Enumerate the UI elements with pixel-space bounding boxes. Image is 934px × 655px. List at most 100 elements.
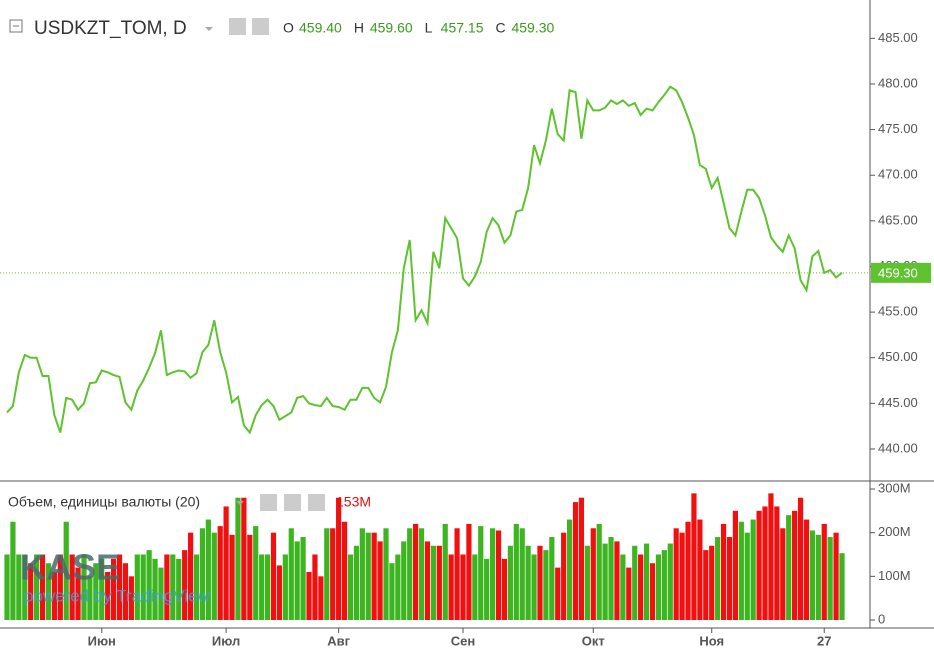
volume-bar (543, 550, 549, 621)
volume-bar (448, 554, 454, 621)
volume-bar (703, 550, 709, 621)
volume-bar (720, 523, 727, 621)
volume-bar (146, 550, 152, 621)
y-tick-label: 455.00 (878, 304, 918, 319)
volume-bar (697, 519, 703, 621)
volume-bar (774, 506, 780, 621)
volume-bar (330, 528, 336, 621)
volume-bar (105, 571, 111, 621)
y-tick-label: 475.00 (878, 121, 918, 136)
price-pane (0, 85, 870, 435)
volume-bar (614, 541, 620, 621)
x-tick-label: Сен (451, 633, 475, 648)
volume-bar (555, 567, 561, 621)
ohlc-key: O (283, 20, 294, 36)
volume-bar (649, 563, 656, 621)
volume-bar (608, 537, 614, 621)
dropdown-icon[interactable] (205, 27, 213, 31)
ohlc-value: 459.40 (299, 20, 342, 36)
ohlc-key: L (425, 20, 433, 36)
volume-bar (353, 545, 359, 621)
axes: 440.00445.00450.00455.00460.00465.00470.… (88, 30, 931, 648)
volume-bar (495, 530, 502, 621)
volume-bar (341, 521, 348, 621)
volume-bar (732, 510, 739, 621)
ohlc-key: H (354, 20, 364, 36)
volume-bar (667, 543, 673, 621)
volume-bar (691, 493, 697, 621)
volume-bar (359, 528, 365, 621)
x-tick-label: 27 (817, 633, 831, 648)
volume-bar (525, 545, 531, 621)
volume-tick-label: 200M (878, 524, 911, 539)
volume-tick-label: 0 (878, 611, 885, 626)
volume-bar (590, 528, 596, 621)
ohlc-value: 457.15 (441, 20, 484, 36)
volume-current: 153M (336, 494, 371, 510)
volume-bar (827, 537, 833, 621)
volume-bars (4, 493, 845, 621)
volume-bar (241, 497, 247, 621)
volume-bar (561, 532, 567, 621)
symbol-title: USDKZT_TOM, D (34, 18, 187, 39)
powered-by: powered by TradingView (24, 586, 211, 605)
volume-bar (28, 563, 34, 621)
volume-bar (513, 523, 519, 621)
volume-bar (401, 541, 407, 621)
volume-bar (478, 526, 484, 621)
volume-bar (93, 563, 99, 621)
volume-bar (454, 528, 460, 621)
settings-icon[interactable] (252, 18, 269, 35)
volume-bar (276, 565, 283, 621)
volume-bar (792, 510, 798, 621)
collapse-icon[interactable] (9, 19, 23, 33)
volume-bar (282, 554, 288, 621)
volume-bar (182, 550, 188, 621)
volume-bar (537, 545, 543, 621)
x-tick-label: Ноя (699, 633, 724, 648)
volume-bar (596, 523, 602, 621)
volume-bar (715, 537, 721, 621)
volume-bar (413, 523, 419, 621)
volume-bar (365, 532, 371, 621)
eye-icon[interactable] (229, 18, 246, 35)
y-tick-label: 450.00 (878, 349, 918, 364)
volume-bar (87, 576, 93, 621)
settings-icon[interactable] (284, 494, 301, 511)
eye-icon[interactable] (260, 494, 277, 511)
volume-bar (821, 523, 827, 621)
volume-bar (685, 521, 691, 621)
volume-bar (270, 532, 277, 621)
volume-bar (466, 523, 472, 621)
volume-bar (436, 545, 442, 621)
logo: KASE powered by TradingView (20, 547, 211, 606)
close-icon[interactable] (308, 494, 325, 511)
volume-bar (259, 554, 265, 621)
volume-bar (833, 532, 839, 621)
volume-bar (34, 554, 40, 621)
volume-bar (306, 571, 312, 621)
volume-bar (566, 519, 573, 621)
dropdown-icon[interactable] (236, 501, 244, 505)
volume-title: Объем, единицы валюты (20) (8, 494, 200, 510)
volume-bar (134, 554, 140, 621)
volume-bar (578, 497, 585, 621)
volume-bar (158, 567, 164, 621)
volume-bar (472, 554, 478, 621)
volume-bar (211, 532, 217, 621)
volume-bar (22, 554, 28, 621)
volume-bar (116, 554, 123, 621)
volume-tick-label: 100M (878, 568, 911, 583)
volume-bar (235, 497, 241, 621)
header: USDKZT_TOM, D O 459.40 H 459.60 L 457.15 C 459.… (9, 18, 555, 39)
volume-bar (264, 554, 271, 621)
volume-bar (507, 545, 513, 621)
volume-bar (247, 534, 253, 621)
y-tick-label: 445.00 (878, 395, 918, 410)
x-tick-label: Июн (88, 633, 116, 648)
x-tick-label: Июл (212, 633, 240, 648)
volume-bar (187, 532, 194, 621)
y-tick-label: 480.00 (878, 75, 918, 90)
y-tick-label: 440.00 (878, 440, 918, 455)
